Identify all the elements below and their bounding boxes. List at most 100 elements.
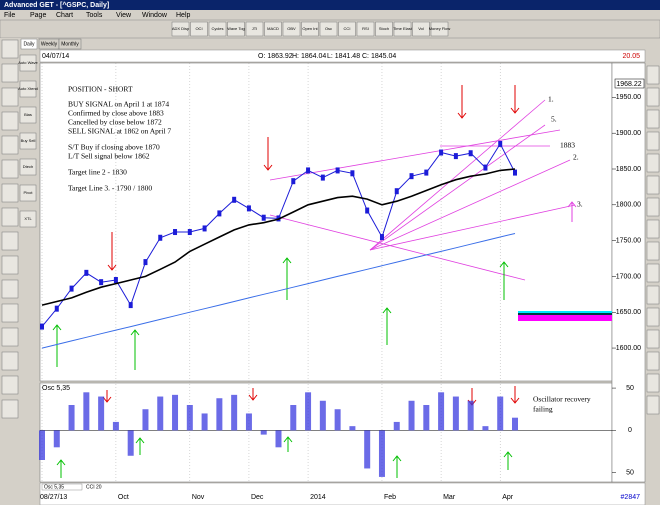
trend-line — [269, 214, 526, 281]
right-button[interactable] — [646, 175, 660, 195]
menu-item[interactable]: Tools — [86, 12, 103, 19]
price-bar — [128, 302, 133, 309]
timeframe-tab[interactable] — [20, 38, 38, 50]
menu-item[interactable]: Window — [142, 12, 168, 19]
toolbar-button[interactable] — [245, 21, 264, 37]
sidebar-button[interactable] — [1, 279, 19, 299]
osc-bar — [53, 430, 60, 448]
price-bar — [291, 178, 296, 185]
sidebar-button[interactable] — [19, 80, 37, 98]
signal-arrow-head — [510, 397, 520, 404]
trend-line — [369, 204, 576, 251]
right-button[interactable] — [646, 263, 660, 283]
price-bar — [40, 323, 44, 330]
y-tick-label: 0 — [628, 427, 632, 434]
sidebar-button[interactable] — [1, 159, 19, 179]
right-button[interactable] — [646, 197, 660, 217]
signal-arrow-head — [52, 324, 62, 331]
sidebar-button[interactable] — [19, 184, 37, 202]
menu-item[interactable]: View — [116, 12, 132, 19]
sidebar-button[interactable] — [1, 351, 19, 371]
sidebar-button[interactable] — [1, 63, 19, 83]
signal-arrow-head — [102, 396, 112, 403]
toolbar-button[interactable] — [208, 21, 227, 37]
menu-item[interactable]: File — [4, 12, 15, 19]
sidebar-button[interactable] — [1, 399, 19, 419]
right-button[interactable] — [646, 373, 660, 393]
osc-bar — [467, 400, 474, 431]
osc-bar — [260, 430, 267, 435]
toolbar-button[interactable] — [430, 21, 449, 37]
note: BUY SIGNAL on April 1 at 1874 — [68, 100, 169, 109]
toolbar-button[interactable] — [190, 21, 208, 37]
sidebar-button[interactable] — [1, 255, 19, 275]
toolbar-button[interactable] — [393, 21, 412, 37]
sidebar-button[interactable] — [1, 207, 19, 227]
toolbar-label: RSI — [362, 26, 369, 31]
sidebar-button[interactable] — [1, 375, 19, 395]
sidebar-button[interactable] — [1, 183, 19, 203]
toolbar-button[interactable] — [264, 21, 282, 37]
sidebar-button[interactable] — [19, 210, 37, 228]
toolbar-button[interactable] — [171, 21, 190, 37]
sidebar-label: Dtech — [23, 164, 33, 169]
price-axis — [611, 62, 646, 483]
timeframe-label: Daily — [23, 41, 35, 47]
right-button[interactable] — [646, 241, 660, 261]
toolbar-button[interactable] — [375, 21, 393, 37]
sidebar-button[interactable] — [19, 106, 37, 124]
toolbar-button[interactable] — [356, 21, 375, 37]
right-button[interactable] — [646, 65, 660, 85]
osc-bar — [186, 405, 193, 431]
right-button[interactable] — [646, 87, 660, 107]
sidebar-button[interactable] — [19, 54, 37, 72]
sidebar-button[interactable] — [1, 39, 19, 59]
right-button[interactable] — [646, 329, 660, 349]
sidebar-button[interactable] — [1, 87, 19, 107]
toolbar-button[interactable] — [338, 21, 356, 37]
right-button[interactable] — [646, 395, 660, 415]
toolbar-label: Time Elast — [393, 26, 413, 31]
toolbar-button[interactable] — [227, 21, 245, 37]
menu-item[interactable]: Help — [176, 12, 191, 19]
menu-item[interactable]: Chart — [56, 12, 73, 19]
osc-bar — [172, 394, 179, 431]
sidebar-button[interactable] — [1, 231, 19, 251]
price-line — [41, 168, 516, 306]
osc-bar — [364, 430, 371, 469]
x-tick-label: Dec — [251, 494, 264, 501]
price-bar — [202, 225, 207, 232]
toolbar-button[interactable] — [319, 21, 338, 37]
right-button[interactable] — [646, 285, 660, 305]
toolbar-button[interactable] — [301, 21, 319, 37]
sidebar-button[interactable] — [19, 132, 37, 150]
right-button[interactable] — [646, 307, 660, 327]
osc-panel — [39, 382, 613, 483]
right-button[interactable] — [646, 131, 660, 151]
right-button[interactable] — [646, 219, 660, 239]
osc-bar — [231, 394, 238, 431]
sidebar-button[interactable] — [1, 327, 19, 347]
indicator-tab-label: Osc 5,35 — [44, 484, 64, 490]
osc-bar — [39, 430, 45, 460]
menu-item[interactable]: Page — [30, 12, 46, 19]
sidebar-button[interactable] — [1, 135, 19, 155]
sidebar-label: Auto Wave — [18, 60, 38, 65]
sidebar-button[interactable] — [1, 111, 19, 131]
price-bar — [335, 167, 340, 174]
osc-bar — [157, 396, 164, 431]
toolbar-button[interactable] — [282, 21, 301, 37]
note: POSITION - SHORT — [68, 85, 133, 94]
right-button[interactable] — [646, 351, 660, 371]
marker-label: 5. — [551, 115, 557, 124]
sidebar-button[interactable] — [19, 158, 37, 176]
sidebar-button[interactable] — [1, 303, 19, 323]
right-button[interactable] — [646, 153, 660, 173]
timeframe-label: Monthly — [61, 41, 79, 47]
timeframe-tab[interactable] — [58, 38, 82, 50]
toolbar-button[interactable] — [412, 21, 430, 37]
osc-bar — [497, 396, 504, 431]
quote-change: 20.05 — [622, 53, 640, 60]
indicator-tab[interactable] — [41, 483, 83, 491]
right-button[interactable] — [646, 109, 660, 129]
